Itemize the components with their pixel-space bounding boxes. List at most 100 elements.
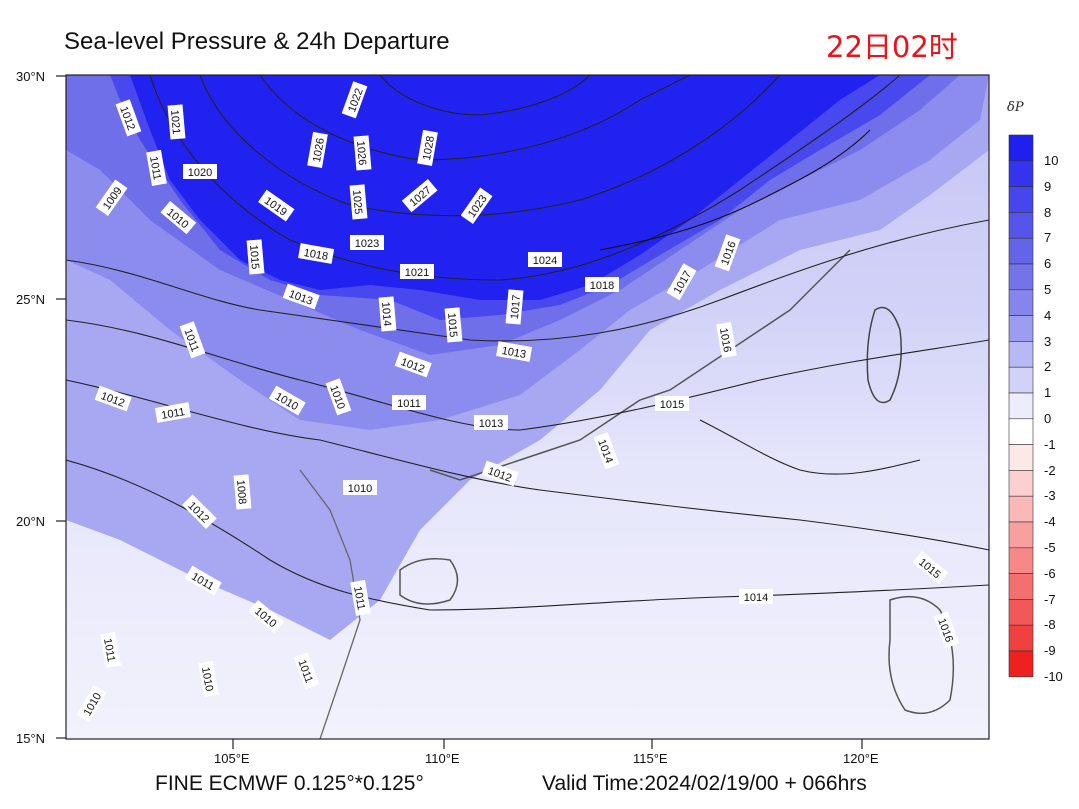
- valid-time-label: Valid Time:2024/02/19/00 + 066hrs: [542, 772, 867, 795]
- isobar-label: 1020: [183, 164, 217, 179]
- isobar-label-bg: [392, 395, 426, 410]
- isobar-label-bg: [349, 184, 368, 220]
- isobar-label-bg: [293, 652, 320, 690]
- isobar-label-bg: [184, 565, 222, 596]
- colorbar-swatch: [1008, 392, 1034, 420]
- isobar-label: 1013: [474, 415, 508, 430]
- isobar-label-bg: [182, 494, 217, 529]
- isobar-label-bg: [183, 164, 217, 179]
- colorbar-level-label: -7: [1044, 591, 1056, 607]
- colorbar-level-label: 2: [1044, 359, 1052, 375]
- isobar-label: 1010: [198, 660, 219, 697]
- colorbar-level-label: -8: [1044, 617, 1056, 633]
- isobar-label: 1014: [378, 296, 397, 332]
- colorbar-level-label: -9: [1044, 643, 1056, 659]
- isobar-label: 1017: [505, 289, 524, 325]
- colorbar-swatch: [1008, 212, 1034, 239]
- isobar-label: 1011: [146, 149, 167, 186]
- isobar-label-bg: [160, 200, 197, 235]
- isobar-label-bg: [474, 415, 508, 430]
- isobar-label-text: 1023: [355, 238, 379, 250]
- isobar-label-bg: [400, 264, 434, 279]
- lon-label-105: 105°E: [214, 751, 250, 766]
- colorbar-level-label: -3: [1044, 488, 1056, 504]
- colorbar-swatch: [1008, 341, 1034, 368]
- isobar-label-text: 1015: [445, 312, 459, 337]
- isobar-label-bg: [307, 131, 328, 168]
- isobar-label-text: 1028: [421, 135, 437, 161]
- isobar-label-bg: [341, 81, 368, 119]
- isobar-label-text: 1015: [247, 244, 261, 269]
- isobar-label: 1021: [400, 264, 434, 279]
- isobar-label-bg: [246, 239, 265, 275]
- isobar-label: 1028: [417, 129, 438, 166]
- isobar-label-text: 1017: [509, 294, 523, 319]
- colorbar-level-label: 8: [1044, 204, 1052, 220]
- isobar-label: 1018: [585, 277, 619, 292]
- isobar-label: 1015: [655, 396, 689, 411]
- isobar-label-text: 1010: [348, 483, 372, 495]
- hainan-island: [399, 558, 459, 605]
- isobar-label: 1010: [343, 480, 377, 495]
- lon-label-120: 120°E: [843, 751, 879, 766]
- colorbar-level-label: 0: [1044, 411, 1052, 426]
- isobar-label-text: 1025: [350, 189, 364, 214]
- colorbar-level-label: -10: [1044, 669, 1063, 684]
- isobar-label-bg: [258, 189, 295, 222]
- map-title: Sea-level Pressure & 24h Departure: [64, 28, 450, 55]
- isobar-label-text: 1010: [199, 666, 215, 692]
- isobar-label: 1023: [350, 235, 384, 250]
- colorbar-level-label: 10: [1044, 153, 1059, 168]
- isobar-label-bg: [198, 660, 219, 697]
- isobar-label: 1026: [307, 131, 328, 168]
- isobar-label-bg: [444, 307, 463, 343]
- colorbar-swatch: [1008, 134, 1034, 162]
- isobar-label-text: 1026: [311, 137, 327, 163]
- isobar-label: 1014: [739, 589, 773, 604]
- isobar-label: 1016: [716, 321, 737, 358]
- isobar-label: 1011: [392, 395, 426, 410]
- isobar-label-text: 1013: [479, 418, 503, 430]
- isobar-label-bg: [378, 296, 397, 332]
- isobar-label-bg: [912, 550, 949, 585]
- colorbar-unit: δP: [1007, 100, 1024, 115]
- colorbar-level-label: -2: [1044, 462, 1056, 478]
- isobar-label-text: 1024: [533, 255, 557, 267]
- isobar-label-text: 1014: [379, 301, 393, 326]
- plot-frame: [65, 74, 990, 740]
- isobar-label-bg: [481, 460, 519, 487]
- isobar-label-bg: [417, 129, 438, 166]
- isobar-label: 1015: [444, 307, 463, 343]
- isobar-label-bg: [94, 385, 132, 412]
- isobar-label: 1013: [496, 341, 533, 362]
- isobar-label-text: 1011: [101, 637, 117, 662]
- colorbar-level-label: -1: [1044, 436, 1056, 452]
- isobar-label-text: 1018: [303, 247, 329, 263]
- colorbar-level-label: 4: [1044, 307, 1052, 323]
- isobar-label: 1026: [353, 135, 372, 171]
- model-label: FINE ECMWF 0.125°*0.125°: [155, 772, 424, 795]
- isobar-label-bg: [146, 149, 167, 186]
- isobar-label-text: 1013: [501, 345, 527, 361]
- isobar-label-bg: [505, 289, 524, 325]
- lat-label-25: 25°N: [16, 292, 45, 307]
- colorbar-level-label: 5: [1044, 282, 1052, 297]
- isobar-label-text: 1011: [160, 406, 185, 422]
- colorbar-level-label: -4: [1044, 514, 1056, 530]
- isobar-label-bg: [593, 432, 620, 470]
- isobar-label-bg: [343, 480, 377, 495]
- taiwan-island: [866, 306, 902, 404]
- isobar-label-bg: [933, 611, 960, 649]
- forecast-time-stamp: 22日02时: [826, 30, 958, 64]
- isobar-label-text: 1008: [234, 479, 248, 504]
- isobar-label-bg: [233, 474, 252, 510]
- isobar-label-bg: [248, 599, 285, 634]
- isobar-label-bg: [353, 135, 372, 171]
- isobar-label-bg: [100, 631, 121, 668]
- isobar-label-text: 1021: [405, 267, 429, 279]
- isobar-label-text: 1016: [717, 327, 733, 353]
- isobar-label-text: 1011: [397, 398, 421, 410]
- isobar-label-bg: [739, 589, 773, 604]
- colorbar-swatch: [1008, 186, 1034, 213]
